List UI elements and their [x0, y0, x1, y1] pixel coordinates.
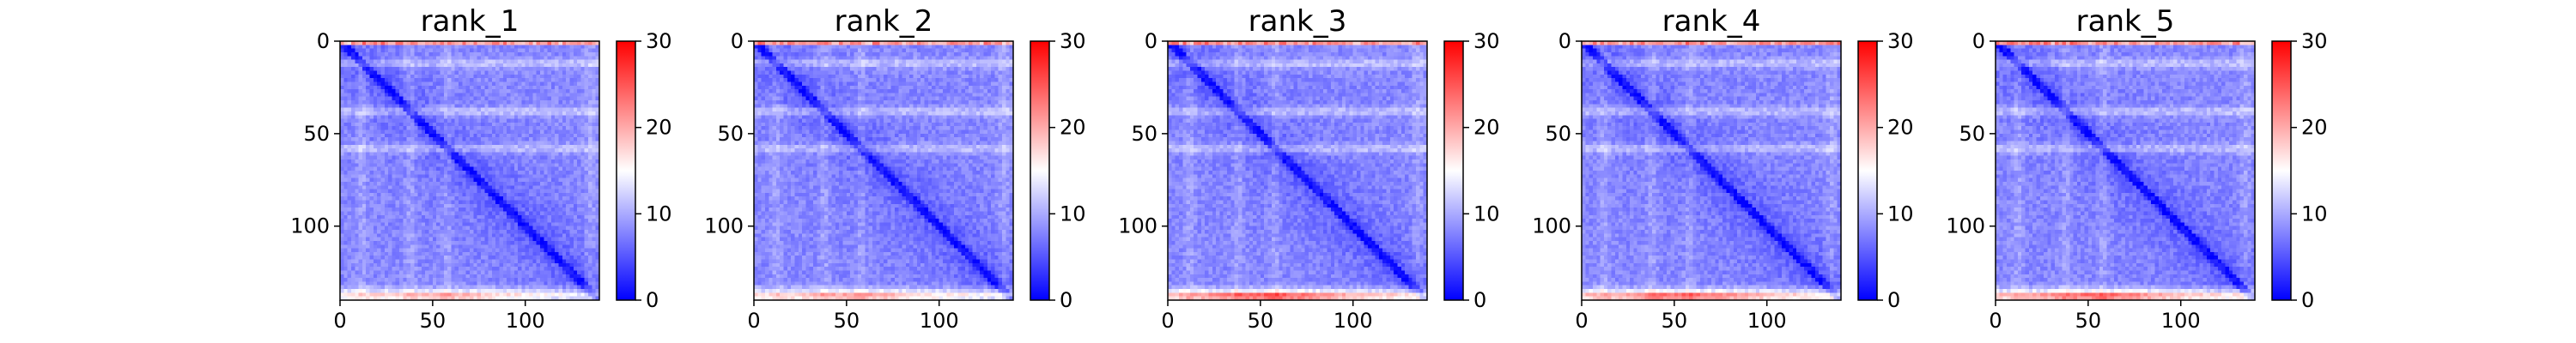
heatmap-panel-rank_1: rank_1 0 50 100 0 50 100 0 10 20 30	[290, 4, 671, 333]
y-tick-label: 50	[1131, 122, 1157, 146]
y-tick-label: 0	[1145, 29, 1157, 53]
colorbar-tick-label: 20	[2301, 116, 2328, 140]
y-tick-label: 0	[1558, 29, 1571, 53]
colorbar	[1443, 40, 1464, 301]
colorbar-tick-label: 0	[2301, 288, 2314, 312]
panel-title: rank_4	[1662, 4, 1761, 39]
colorbar-tick-label: 10	[646, 202, 672, 226]
colorbar-tick-label: 30	[646, 29, 672, 53]
colorbar	[1857, 40, 1878, 301]
heatmap-image	[1168, 41, 1427, 300]
x-tick-label: 0	[747, 309, 760, 333]
colorbar-tick-label: 20	[1060, 116, 1086, 140]
colorbar-tick-label: 20	[1887, 116, 1914, 140]
x-tick-label: 50	[834, 309, 860, 333]
heatmap-panel-rank_3: rank_3 0 50 100 0 50 100 0 10 20 30	[1118, 4, 1499, 333]
colorbar-tick-label: 10	[1887, 202, 1914, 226]
heatmap-frame	[1581, 40, 1842, 301]
heatmap-image	[1582, 41, 1841, 300]
colorbar	[2271, 40, 2292, 301]
y-tick-label: 0	[317, 29, 330, 53]
heatmap-frame	[753, 40, 1014, 301]
heatmap-frame	[1995, 40, 2256, 301]
x-tick-label: 100	[1747, 309, 1787, 333]
colorbar-tick-label: 0	[1887, 288, 1900, 312]
panel-title: rank_5	[2076, 4, 2175, 39]
panel-title: rank_2	[835, 4, 933, 39]
colorbar-tick-label: 30	[1473, 29, 1500, 53]
heatmap-panel-rank_5: rank_5 0 50 100 0 50 100 0 10 20 30	[1946, 4, 2327, 333]
y-tick-label: 100	[290, 214, 330, 238]
y-tick-label: 50	[1959, 122, 1985, 146]
y-tick-label: 100	[704, 214, 744, 238]
x-tick-label: 100	[2161, 309, 2201, 333]
heatmap-frame	[339, 40, 600, 301]
panel-title: rank_1	[421, 4, 519, 39]
heatmap-panel-rank_4: rank_4 0 50 100 0 50 100 0 10 20 30	[1532, 4, 1913, 333]
colorbar-tick-label: 0	[646, 288, 659, 312]
x-tick-label: 50	[1248, 309, 1274, 333]
colorbar-tick-label: 20	[646, 116, 672, 140]
colorbar-tick-label: 30	[1887, 29, 1914, 53]
x-tick-label: 50	[2075, 309, 2102, 333]
x-tick-label: 100	[1334, 309, 1373, 333]
x-tick-label: 50	[1662, 309, 1688, 333]
colorbar	[616, 40, 636, 301]
y-tick-label: 50	[1545, 122, 1571, 146]
y-tick-label: 100	[1532, 214, 1571, 238]
x-tick-label: 0	[333, 309, 346, 333]
heatmap-image	[1996, 41, 2255, 300]
heatmap-frame	[1167, 40, 1428, 301]
colorbar-tick-label: 10	[1473, 202, 1500, 226]
y-tick-label: 50	[717, 122, 744, 146]
x-tick-label: 0	[1161, 309, 1174, 333]
y-tick-label: 100	[1946, 214, 1985, 238]
y-tick-label: 0	[1972, 29, 1985, 53]
x-tick-label: 100	[920, 309, 959, 333]
heatmap-image	[340, 41, 599, 300]
y-tick-label: 100	[1118, 214, 1157, 238]
x-tick-label: 50	[420, 309, 447, 333]
x-tick-label: 0	[1575, 309, 1588, 333]
heatmap-panel-rank_2: rank_2 0 50 100 0 50 100 0 10 20 30	[704, 4, 1085, 333]
colorbar-tick-label: 10	[1060, 202, 1086, 226]
colorbar-tick-label: 0	[1473, 288, 1486, 312]
panel-title: rank_3	[1249, 4, 1347, 39]
colorbar-tick-label: 30	[1060, 29, 1086, 53]
colorbar-tick-label: 30	[2301, 29, 2328, 53]
x-tick-label: 100	[506, 309, 545, 333]
y-tick-label: 50	[303, 122, 330, 146]
colorbar-tick-label: 20	[1473, 116, 1500, 140]
y-tick-label: 0	[731, 29, 744, 53]
heatmap-image	[754, 41, 1013, 300]
colorbar	[1030, 40, 1050, 301]
colorbar-tick-label: 10	[2301, 202, 2328, 226]
x-tick-label: 0	[1989, 309, 2002, 333]
colorbar-tick-label: 0	[1060, 288, 1072, 312]
